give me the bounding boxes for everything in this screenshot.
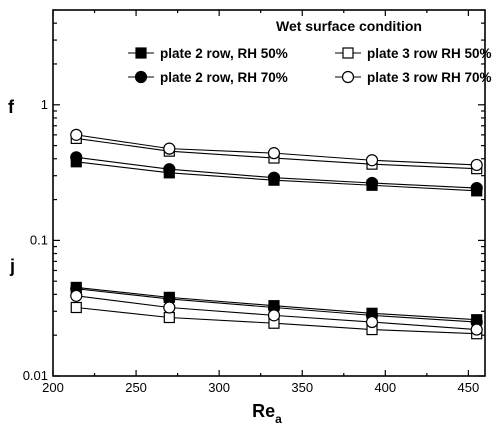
legend-entry: plate 3 row RH 70% xyxy=(335,70,492,85)
data-point xyxy=(470,158,483,172)
data-point xyxy=(70,301,82,314)
legend-label: plate 2 row, RH 70% xyxy=(160,70,288,85)
legend-entry: plate 2 row, RH 70% xyxy=(128,70,288,85)
series-f xyxy=(70,128,483,172)
y-tick-label: 1 xyxy=(41,97,48,112)
data-point xyxy=(470,182,483,195)
data-point xyxy=(163,142,176,155)
x-tick-label: 250 xyxy=(125,380,147,395)
data-point xyxy=(163,311,175,324)
data-point xyxy=(267,171,281,184)
series-j xyxy=(70,289,483,336)
legend-entry: plate 3 row RH 50% xyxy=(335,46,492,61)
series-j xyxy=(70,301,483,340)
series-layer xyxy=(70,128,483,340)
data-point xyxy=(365,154,379,167)
x-axis-label-main: Re xyxy=(252,401,275,421)
x-tick-label: 400 xyxy=(374,380,396,395)
legend-label: plate 3 row RH 50% xyxy=(367,46,492,61)
axes: 200 250 300 350 400 450 0.01 0.1 1 xyxy=(23,9,486,395)
legend-label: plate 3 row RH 70% xyxy=(367,70,492,85)
legend-marker xyxy=(134,70,148,84)
x-tick-label: 300 xyxy=(208,380,230,395)
legend-title: Wet surface condition xyxy=(276,18,422,34)
plot-frame xyxy=(52,9,486,377)
data-point xyxy=(365,176,379,190)
data-point xyxy=(470,323,483,336)
data-point xyxy=(267,147,281,160)
j-label: j xyxy=(9,256,15,276)
legend-marker xyxy=(342,47,354,59)
y-tick-label: 0.01 xyxy=(23,368,48,383)
f-label: f xyxy=(8,97,15,117)
data-point xyxy=(70,151,83,164)
data-point xyxy=(267,309,281,322)
x-axis-label-sub: a xyxy=(275,412,282,426)
data-point xyxy=(163,163,176,176)
legend-label: plate 2 row, RH 50% xyxy=(160,46,288,61)
data-point xyxy=(70,128,83,141)
data-point xyxy=(70,289,83,302)
legend-entry: plate 2 row, RH 50% xyxy=(128,46,288,61)
legend-marker xyxy=(341,70,355,84)
x-tick-label: 450 xyxy=(458,380,480,395)
x-tick-label: 200 xyxy=(42,380,64,395)
data-point xyxy=(163,301,176,314)
series-f xyxy=(70,151,483,195)
y-tick-label: 0.1 xyxy=(30,232,48,247)
data-point xyxy=(365,315,379,329)
x-axis-label: Rea xyxy=(252,401,282,426)
x-tick-label: 350 xyxy=(291,380,313,395)
legend: Wet surface condition plate 2 row, RH 50%… xyxy=(128,18,492,85)
legend-marker xyxy=(135,47,147,59)
